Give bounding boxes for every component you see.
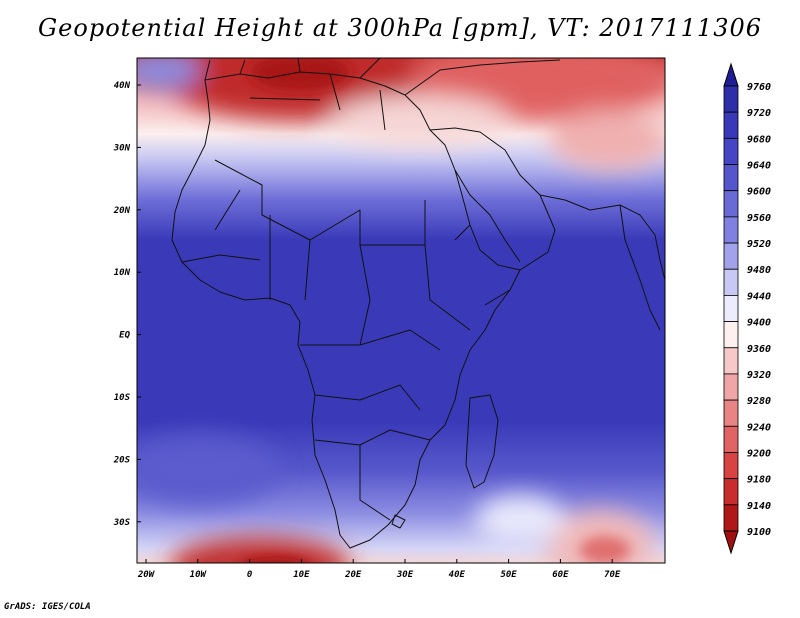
colorbar-swatch [723, 347, 739, 375]
colorbar-level-label: 9320 [747, 370, 771, 381]
map-title: Geopotential Height at 300hPa [gpm], VT:… [38, 14, 762, 42]
colorbar-bottom-arrow [723, 530, 739, 555]
colorbar-swatch [723, 425, 739, 453]
colorbar-level-label: 9100 [747, 527, 771, 538]
colorbar-swatch [723, 295, 739, 322]
lon-tick-label: 60E [552, 570, 569, 580]
colorbar-swatch [723, 478, 739, 506]
colorbar-swatch [723, 399, 739, 427]
colorbar-level-label: 9280 [747, 396, 771, 407]
lon-tick-label: 0 [247, 570, 253, 580]
lat-tick-label: 20N [113, 206, 131, 216]
lat-tick-label: 20S [113, 455, 131, 465]
colorbar-level-label: 9600 [747, 187, 771, 198]
height-field [137, 58, 665, 563]
colorbar-swatch [723, 190, 739, 218]
grads-credit: GrADS: IGES/COLA [4, 602, 91, 612]
colorbar-level-label: 9480 [747, 265, 771, 276]
map-frame [136, 57, 666, 564]
colorbar-swatch [723, 164, 739, 192]
colorbar-swatch [723, 111, 739, 139]
colorbar-level-label: 9720 [747, 108, 771, 119]
colorbar-swatch [723, 321, 739, 349]
colorbar-level-label: 9760 [747, 82, 771, 93]
lat-tick-label: 30N [113, 143, 131, 153]
colorbar-level-label: 9440 [747, 291, 771, 302]
colorbar-level-label: 9680 [747, 134, 771, 145]
lat-tick-label: 10N [114, 268, 131, 278]
coastlines [171, 58, 665, 549]
lon-tick-label: 10W [190, 570, 208, 580]
lon-tick-label: 30E [396, 570, 414, 580]
colorbar-level-label: 9140 [747, 501, 771, 512]
colorbar-swatch [723, 504, 739, 532]
colorbar-swatch [723, 268, 739, 296]
colorbar-swatch [723, 216, 739, 244]
latitude-axis: 40N 30N 20N 10N EQ 10S 20S 30S [113, 81, 141, 528]
colorbar-level-label: 9180 [747, 475, 771, 486]
lat-tick-label: EQ [119, 331, 130, 341]
lat-tick-label: 10S [114, 393, 131, 403]
lon-tick-label: 20W [137, 570, 156, 580]
colorbar-level-label: 9560 [747, 213, 771, 224]
lat-tick-label: 40N [114, 81, 131, 91]
colorbar-swatch [723, 137, 739, 165]
colorbar-swatch [723, 373, 739, 401]
lon-tick-label: 20E [344, 570, 362, 580]
lon-tick-label: 40E [449, 570, 466, 580]
colorbar-level-label: 9400 [747, 318, 771, 329]
longitude-axis: 20W 10W 0 10E 20E 30E 40E 50E 60E 70E [137, 559, 621, 580]
lon-tick-label: 50E [500, 570, 517, 580]
colorbar-level-label: 9640 [747, 161, 771, 172]
colorbar-level-label: 9240 [747, 422, 771, 433]
lon-tick-label: 10E [293, 570, 310, 580]
colorbar-top-arrow [723, 62, 739, 87]
colorbar: 9760 9720 9680 9640 9600 9560 9520 9480 9440 9400… [723, 62, 771, 555]
colorbar-level-label: 9200 [747, 448, 771, 459]
colorbar-swatch [723, 85, 739, 113]
colorbar-swatch [723, 242, 739, 270]
colorbar-level-label: 9360 [747, 344, 771, 355]
lat-tick-label: 30S [113, 518, 131, 528]
colorbar-level-label: 9520 [747, 239, 771, 250]
colorbar-swatch [723, 452, 739, 480]
lon-tick-label: 70E [604, 570, 621, 580]
